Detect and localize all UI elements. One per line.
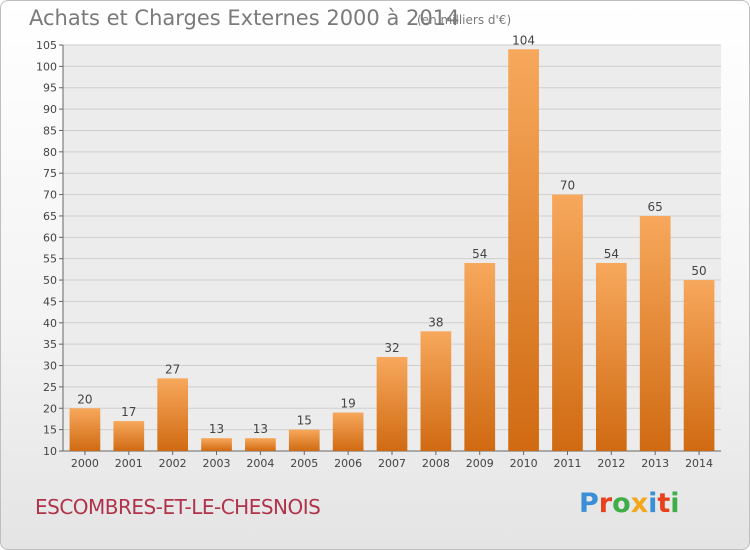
y-tick-label: 105	[36, 39, 57, 52]
logo-letter: P	[579, 488, 599, 519]
y-tick-label: 25	[43, 381, 57, 394]
bar-2011	[552, 194, 583, 451]
bar-2012	[595, 262, 627, 451]
bar-2014	[683, 280, 715, 451]
y-tick-label: 90	[43, 103, 57, 116]
x-tick-label-2001: 2001	[115, 457, 143, 470]
data-label-2012: 54	[604, 247, 619, 261]
data-label-2013: 65	[648, 200, 663, 214]
logo-letter: x	[630, 488, 649, 519]
x-tick-label-2013: 2013	[641, 457, 669, 470]
logo-letter: r	[598, 488, 613, 519]
bar-2004	[245, 438, 276, 451]
bar-2005	[288, 429, 320, 451]
bar-2001	[113, 421, 145, 451]
x-tick-label-2006: 2006	[334, 457, 362, 470]
x-tick-label-2005: 2005	[290, 457, 318, 470]
logo-letter: i	[670, 488, 680, 519]
bar-2009	[464, 262, 496, 451]
y-tick-label: 95	[43, 82, 57, 95]
x-tick-label-2014: 2014	[685, 457, 713, 470]
y-tick-label: 75	[43, 167, 57, 180]
bar-2010	[508, 49, 539, 452]
data-label-2014: 50	[691, 264, 706, 278]
proxiti-logo: Proxiti	[579, 488, 680, 519]
x-tick-label-2003: 2003	[203, 457, 231, 470]
bar-2007	[376, 356, 408, 451]
logo-letter: o	[612, 488, 631, 519]
bar-2013	[639, 215, 671, 451]
y-tick-label: 40	[43, 317, 57, 330]
chart-title: Achats et Charges Externes 2000 à 2014	[29, 6, 460, 30]
bar-2003	[201, 438, 232, 451]
x-tick-label-2012: 2012	[597, 457, 625, 470]
data-label-2009: 54	[472, 247, 487, 261]
x-tick-label-2008: 2008	[422, 457, 450, 470]
data-label-2001: 17	[121, 405, 136, 419]
y-tick-label: 65	[43, 210, 57, 223]
bar-2006	[332, 412, 364, 451]
data-label-2002: 27	[165, 362, 180, 376]
data-label-2000: 20	[77, 392, 92, 406]
y-tick-label: 85	[43, 124, 57, 137]
x-tick-label-2010: 2010	[510, 457, 538, 470]
bar-2002	[157, 378, 189, 451]
y-tick-label: 50	[43, 274, 57, 287]
y-tick-label: 70	[43, 189, 57, 202]
y-tick-label: 45	[43, 295, 57, 308]
logo-letter: t	[657, 488, 671, 519]
logo-letter: i	[648, 488, 658, 519]
data-label-2005: 15	[297, 414, 312, 428]
data-label-2004: 13	[253, 422, 268, 436]
y-tick-label: 60	[43, 231, 57, 244]
y-tick-label: 15	[43, 424, 57, 437]
x-tick-label-2002: 2002	[159, 457, 187, 470]
chart-unit: (en milliers d'€)	[417, 13, 512, 27]
data-label-2011: 70	[560, 179, 575, 193]
data-label-2007: 32	[384, 341, 399, 355]
y-tick-label: 55	[43, 253, 57, 266]
y-tick-label: 10	[43, 445, 57, 458]
y-tick-label: 20	[43, 402, 57, 415]
data-label-2010: 104	[512, 33, 535, 47]
x-tick-label-2000: 2000	[71, 457, 99, 470]
bar-2000	[69, 408, 101, 451]
x-tick-label-2009: 2009	[466, 457, 494, 470]
y-tick-label: 80	[43, 146, 57, 159]
y-tick-label: 100	[36, 60, 57, 73]
data-label-2006: 19	[340, 397, 355, 411]
data-label-2008: 38	[428, 315, 443, 329]
x-tick-label-2007: 2007	[378, 457, 406, 470]
y-tick-label: 35	[43, 338, 57, 351]
x-tick-label-2004: 2004	[246, 457, 274, 470]
commune-name: ESCOMBRES-ET-LE-CHESNOIS	[35, 495, 321, 519]
x-tick-label-2011: 2011	[553, 457, 581, 470]
data-label-2003: 13	[209, 422, 224, 436]
bar-2008	[420, 331, 452, 451]
y-tick-label: 30	[43, 360, 57, 373]
